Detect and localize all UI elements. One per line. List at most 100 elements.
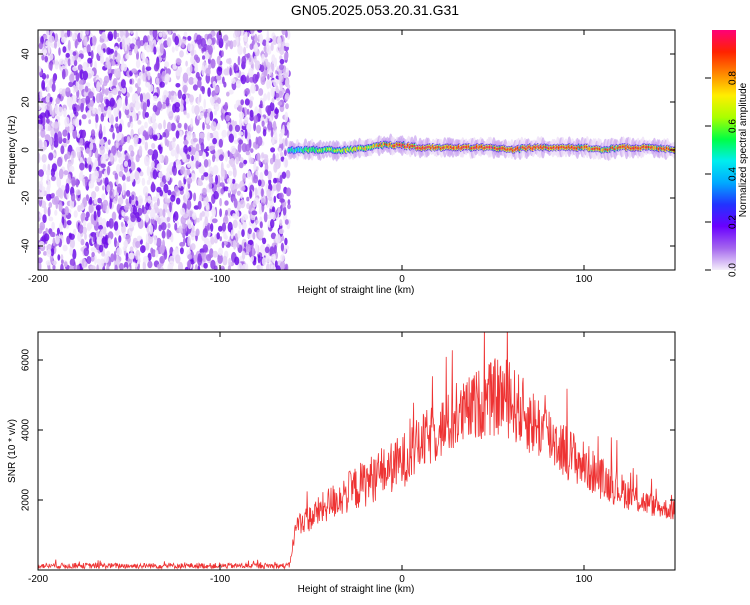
spectrogram-noise-blob: [257, 179, 262, 187]
spectrogram-noise-blob: [156, 264, 162, 269]
spectrogram-noise-blob: [249, 96, 254, 101]
spectrogram-noise-blob: [99, 244, 104, 253]
spectrogram-noise-blob: [88, 91, 94, 99]
spectrogram-noise-blob: [193, 192, 197, 202]
spectrogram-noise-blob: [216, 232, 220, 240]
spectrogram-noise-blob: [122, 232, 127, 239]
spectrogram-noise-blob: [217, 187, 221, 194]
snr-x-tick-label: 100: [576, 574, 593, 585]
spectrogram-noise-blob: [244, 37, 248, 42]
spectrogram-noise-blob: [98, 225, 103, 230]
spectrogram-noise-blob: [73, 210, 78, 218]
spectrogram-noise-blob: [229, 157, 236, 168]
spectrogram-noise-blob: [186, 112, 190, 119]
spectrogram-noise-blob: [175, 130, 180, 139]
spectrogram-noise-blob: [127, 159, 132, 168]
spectrogram-noise-blob: [240, 99, 244, 106]
spectrogram-noise-blob: [68, 233, 72, 238]
spectrogram-noise-blob: [208, 173, 213, 184]
spectrogram-noise-blob: [197, 255, 203, 266]
spectrogram-noise-blob: [145, 202, 150, 211]
spectrogram-noise-blob: [41, 154, 47, 163]
spectrogram-noise-blob: [174, 222, 178, 231]
spectrogram-noise-blob: [80, 212, 86, 222]
spectrogram-noise-blob: [97, 153, 101, 164]
spectrogram-noise-blob: [273, 195, 277, 203]
spectrogram-noise-blob: [74, 118, 80, 128]
spectrogram-noise-blob: [109, 127, 114, 133]
spectrogram-noise-blob: [237, 230, 241, 239]
spectrogram-noise-blob: [205, 116, 210, 124]
snr-x-label: Height of straight line (km): [298, 584, 415, 595]
spectrogram-noise-blob: [144, 121, 148, 129]
spectrogram-noise-blob: [106, 47, 111, 55]
spectrogram-noise-blob: [82, 226, 87, 235]
spectrogram-noise-blob: [62, 244, 68, 252]
spectrogram-noise-blob: [213, 190, 219, 200]
spectrogram-noise-blob: [69, 265, 74, 270]
spectrogram-noise-blob: [214, 238, 218, 244]
spectrogram-noise-blob: [38, 257, 43, 264]
spectrogram-noise-blob: [46, 244, 52, 250]
spectrogram-noise-blob: [158, 152, 162, 163]
spectrogram-noise-blob: [82, 70, 89, 81]
spectrogram-noise-blob: [45, 169, 52, 176]
spectrogram-noise-blob: [247, 227, 252, 235]
spectrogram-noise-blob: [208, 182, 213, 190]
spectrogram-noise-blob: [126, 136, 131, 144]
spectrogram-noise-blob: [185, 187, 189, 196]
spectrogram-noise-blob: [183, 110, 187, 116]
spectrogram-noise-blob: [280, 156, 285, 162]
spectrogram-noise-blob: [168, 106, 172, 112]
spectrogram-noise-blob: [221, 222, 227, 232]
spectrogram-noise-blob: [90, 265, 96, 270]
spectrogram-noise-blob: [273, 177, 277, 184]
spectrogram-noise-blob: [131, 68, 137, 74]
spectrogram-noise-blob: [64, 116, 70, 128]
spectrogram-noise-blob: [159, 244, 165, 254]
spectrogram-noise-blob: [187, 253, 193, 260]
spectrogram-noise-blob: [243, 116, 249, 125]
spectrogram-noise-blob: [138, 145, 143, 156]
spectrogram-noise-blob: [212, 154, 216, 163]
spectrogram-noise-blob: [40, 128, 46, 138]
spectrogram-noise-blob: [90, 129, 96, 137]
spectrogram-noise-blob: [277, 207, 281, 213]
spectrogram-noise-blob: [234, 124, 241, 133]
snr-y-label: SNR (10 * v/v): [7, 419, 18, 483]
spectrogram-noise-blob: [246, 123, 252, 133]
spectrogram-noise-blob: [177, 122, 182, 129]
spectrogram-noise-blob: [96, 236, 103, 245]
spectrogram-noise-blob: [232, 239, 237, 250]
colorbar-gradient: [712, 30, 736, 270]
spectrogram-noise-blob: [238, 139, 243, 145]
spectrogram-noise-blob: [122, 63, 128, 72]
spectrogram-noise-blob: [256, 152, 261, 162]
snr-frame: [37, 331, 676, 571]
spectrogram-noise-blob: [58, 201, 63, 212]
spectrogram-noise-blob: [244, 30, 250, 33]
spectrogram-noise-blob: [51, 83, 56, 93]
spectrogram-noise-blob: [237, 55, 241, 66]
spectrogram-noise-blob: [260, 76, 266, 85]
spectrogram-noise-blob: [63, 107, 67, 118]
spectrogram-noise-blob: [214, 102, 220, 112]
spectrogram-noise-blob: [57, 106, 64, 117]
spectrogram-noise-blob: [187, 43, 193, 52]
spectrogram-noise-blob: [67, 132, 71, 141]
spectrogram-noise-blob: [117, 90, 122, 96]
spectrogram-noise-blob: [111, 211, 117, 221]
spectrogram-noise-blob: [242, 221, 247, 230]
spectrogram-noise-blob: [226, 66, 230, 76]
spectrogram-noise-blob: [76, 264, 81, 270]
spectrogram-noise-blob: [78, 119, 82, 126]
spectrogram-noise-blob: [135, 241, 141, 248]
spectrogram-noise-blob: [41, 103, 47, 112]
spectrogram-noise-blob: [51, 231, 56, 238]
spectrogram-noise-blob: [254, 33, 258, 44]
spectrogram-noise-blob: [103, 80, 108, 87]
spectrogram-noise-blob: [193, 49, 197, 56]
spectrogram-noise-blob: [110, 48, 114, 54]
spectrogram-noise-blob: [96, 264, 99, 270]
spectrogram-noise-blob: [267, 91, 271, 101]
